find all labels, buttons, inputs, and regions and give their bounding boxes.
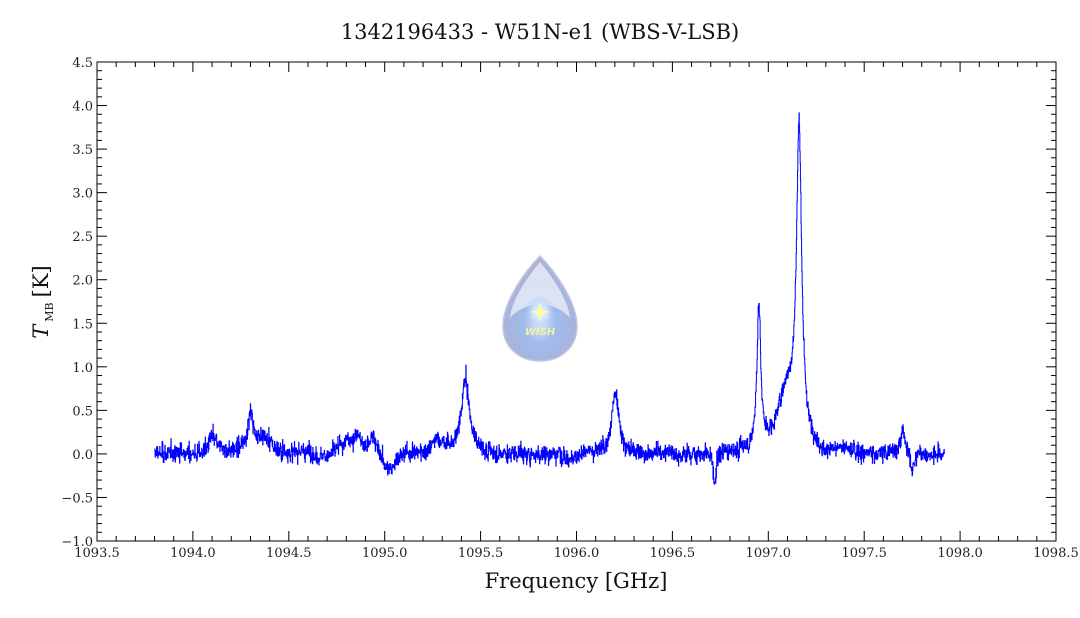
- y-tick-label: 0.5: [72, 404, 93, 419]
- y-tick-label: 2.0: [72, 274, 93, 289]
- y-axis-title-unit: [K]: [29, 265, 53, 297]
- y-tick-label: 1.0: [72, 361, 93, 376]
- x-tick-label: 1093.5: [74, 546, 120, 561]
- spectrum-line: [154, 112, 946, 485]
- x-tick-labels: 1093.5 1094.0 1094.5 1095.0 1095.5 1096.0 1096…: [74, 546, 1079, 561]
- y-tick-label: 4.5: [72, 56, 93, 71]
- y-tick-label: 2.5: [72, 230, 93, 245]
- x-tick-label: 1095.5: [458, 546, 504, 561]
- watermark-text: WISH: [525, 327, 556, 338]
- x-tick-label: 1095.0: [362, 546, 408, 561]
- x-tick-label: 1096.0: [554, 546, 600, 561]
- x-tick-label: 1094.5: [266, 546, 312, 561]
- y-tick-labels: −1.0 −0.5 0.0 0.5 1.0 1.5 2.0 2.5 3.0 3.5 4.0 4.5: [61, 56, 93, 550]
- y-tick-label: 3.0: [72, 187, 93, 202]
- x-tick-label: 1098.5: [1033, 546, 1079, 561]
- y-tick-label: 0.0: [72, 448, 93, 463]
- wish-logo-watermark: WISH: [502, 254, 578, 362]
- y-axis-title-sub: MB: [43, 302, 56, 321]
- x-tick-label: 1097.0: [746, 546, 792, 561]
- y-tick-label: −0.5: [61, 491, 93, 506]
- x-tick-label: 1097.5: [841, 546, 887, 561]
- x-tick-label: 1096.5: [650, 546, 696, 561]
- x-axis-title: Frequency [GHz]: [485, 569, 668, 593]
- y-axis-title: T MB [K]: [29, 265, 56, 338]
- y-tick-label: 4.0: [72, 100, 93, 115]
- y-axis-title-main: T: [29, 323, 53, 339]
- x-tick-label: 1098.0: [937, 546, 983, 561]
- svg-text:TMB[K]: T MB [K]: [29, 265, 56, 338]
- axis-ticks: [96, 61, 1057, 542]
- plot-frame: [96, 61, 1057, 542]
- chart-title: 1342196433 - W51N-e1 (WBS-V-LSB): [341, 20, 740, 44]
- x-tick-label: 1094.0: [170, 546, 216, 561]
- y-tick-label: 1.5: [72, 317, 93, 332]
- y-tick-label: −1.0: [61, 535, 93, 550]
- y-tick-label: 3.5: [72, 143, 93, 158]
